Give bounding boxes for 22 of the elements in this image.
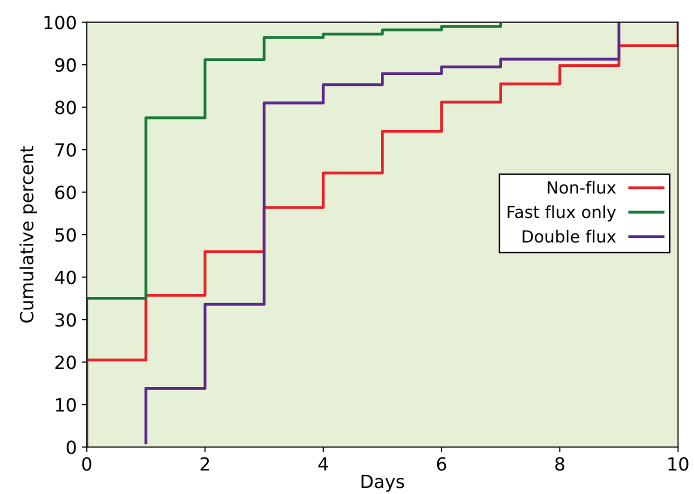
y-axis-title: Cumulative percent [20,146,38,323]
legend-label: Double flux [522,230,616,243]
x-tick-label: 10 [668,457,688,471]
y-tick-label: 100 [44,16,76,30]
legend-label: Fast flux only [508,205,616,222]
y-tick-label: 50 [55,228,76,242]
x-tick-label: 0 [82,457,92,471]
y-tick-label: 30 [55,313,76,327]
x-tick-label: 6 [437,457,446,471]
x-tick-label: 8 [555,457,564,471]
x-tick-label: 2 [200,457,209,471]
y-tick-label: 20 [55,356,76,370]
y-tick-label: 60 [55,186,76,200]
x-axis-title: Days [362,474,404,492]
y-tick-label: 80 [55,100,76,114]
y-tick-label: 90 [55,58,76,72]
x-tick-label: 4 [318,457,328,471]
y-tick-label: 0 [66,440,76,454]
y-tick-label: 40 [54,270,76,284]
legend-label: Non-flux [548,180,616,194]
y-tick-label: 10 [56,398,76,412]
y-tick-label: 70 [56,143,76,157]
